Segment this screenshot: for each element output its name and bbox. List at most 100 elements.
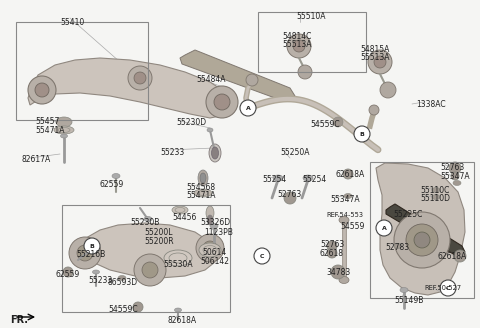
- Circle shape: [240, 100, 256, 116]
- Polygon shape: [28, 58, 232, 118]
- Text: 55471A: 55471A: [186, 191, 216, 200]
- Text: 82617A: 82617A: [22, 155, 51, 164]
- Text: A: A: [246, 106, 251, 111]
- Text: 55230B: 55230B: [130, 218, 159, 227]
- Ellipse shape: [60, 134, 68, 138]
- Text: REF.54-553: REF.54-553: [326, 212, 363, 218]
- Ellipse shape: [175, 308, 181, 312]
- Circle shape: [77, 245, 93, 261]
- Ellipse shape: [199, 243, 221, 257]
- Circle shape: [134, 72, 146, 84]
- Text: 52783: 52783: [385, 243, 409, 252]
- Text: 55457: 55457: [35, 117, 60, 126]
- Text: 506142: 506142: [200, 257, 229, 266]
- Text: 54559: 54559: [340, 222, 364, 231]
- Circle shape: [214, 94, 230, 110]
- Text: 55530A: 55530A: [163, 260, 192, 269]
- Ellipse shape: [172, 206, 188, 214]
- Text: A: A: [382, 226, 386, 231]
- Text: 55200R: 55200R: [144, 237, 174, 246]
- Circle shape: [287, 34, 311, 58]
- Text: 62618A: 62618A: [437, 252, 466, 261]
- Text: 55510A: 55510A: [296, 12, 325, 21]
- Text: 55347A: 55347A: [330, 195, 360, 204]
- Circle shape: [284, 192, 296, 204]
- Text: 55233: 55233: [160, 148, 184, 157]
- Ellipse shape: [118, 276, 126, 280]
- Ellipse shape: [144, 216, 152, 221]
- Ellipse shape: [207, 215, 213, 225]
- Ellipse shape: [54, 126, 74, 134]
- Circle shape: [63, 267, 73, 277]
- Text: 52763: 52763: [277, 190, 301, 199]
- Ellipse shape: [207, 128, 213, 132]
- Text: 55200L: 55200L: [144, 228, 172, 237]
- Circle shape: [196, 234, 224, 262]
- Circle shape: [133, 302, 143, 312]
- Circle shape: [380, 82, 396, 98]
- Text: 554568: 554568: [186, 183, 215, 192]
- Circle shape: [369, 105, 379, 115]
- Circle shape: [298, 65, 312, 79]
- Text: 55250A: 55250A: [280, 148, 310, 157]
- Text: 55216B: 55216B: [76, 250, 105, 259]
- Ellipse shape: [339, 277, 349, 283]
- Ellipse shape: [212, 147, 218, 159]
- Ellipse shape: [198, 170, 208, 186]
- Ellipse shape: [344, 194, 352, 198]
- Text: 55513A: 55513A: [282, 40, 312, 49]
- Circle shape: [414, 232, 430, 248]
- Text: 54559C: 54559C: [310, 120, 340, 129]
- Circle shape: [368, 50, 392, 74]
- Text: 55513A: 55513A: [360, 53, 389, 62]
- Circle shape: [374, 56, 386, 68]
- Text: 55110C: 55110C: [420, 186, 449, 195]
- Text: 52763: 52763: [320, 240, 344, 249]
- Circle shape: [28, 76, 56, 104]
- Circle shape: [454, 250, 466, 262]
- Circle shape: [354, 126, 370, 142]
- Text: 55149B: 55149B: [394, 296, 423, 305]
- Ellipse shape: [194, 189, 212, 197]
- Ellipse shape: [432, 195, 440, 199]
- Text: 52763: 52763: [440, 163, 464, 172]
- Text: 55230D: 55230D: [176, 118, 206, 127]
- Ellipse shape: [86, 248, 94, 253]
- Text: B: B: [90, 243, 95, 249]
- Text: 55233: 55233: [88, 276, 112, 285]
- Circle shape: [69, 237, 101, 269]
- Circle shape: [142, 262, 158, 278]
- Bar: [16, 22, 148, 120]
- Text: 55410: 55410: [60, 18, 84, 27]
- Circle shape: [440, 280, 456, 296]
- Text: 55254: 55254: [302, 175, 326, 184]
- Circle shape: [327, 241, 337, 251]
- Circle shape: [394, 212, 450, 268]
- Ellipse shape: [209, 144, 221, 162]
- Ellipse shape: [273, 175, 283, 181]
- Circle shape: [343, 169, 353, 179]
- Text: 62559: 62559: [100, 180, 124, 189]
- Text: 55484A: 55484A: [196, 75, 226, 84]
- Text: 62618A: 62618A: [336, 170, 365, 179]
- Text: 55110D: 55110D: [420, 194, 450, 203]
- Bar: [258, 12, 366, 72]
- Circle shape: [246, 74, 258, 86]
- Text: FR.: FR.: [10, 315, 28, 325]
- Text: 34783: 34783: [326, 268, 350, 277]
- Circle shape: [376, 220, 392, 236]
- Circle shape: [203, 241, 217, 255]
- Ellipse shape: [56, 117, 72, 127]
- Ellipse shape: [400, 288, 408, 293]
- Circle shape: [406, 224, 438, 256]
- Polygon shape: [386, 204, 465, 256]
- Circle shape: [254, 248, 270, 264]
- Text: 62559: 62559: [56, 270, 80, 279]
- Text: C: C: [446, 285, 450, 291]
- Circle shape: [449, 162, 461, 174]
- Ellipse shape: [112, 174, 120, 178]
- Text: 55471A: 55471A: [35, 126, 64, 135]
- Text: 53326D: 53326D: [200, 218, 230, 227]
- Circle shape: [331, 265, 345, 279]
- Ellipse shape: [394, 243, 402, 249]
